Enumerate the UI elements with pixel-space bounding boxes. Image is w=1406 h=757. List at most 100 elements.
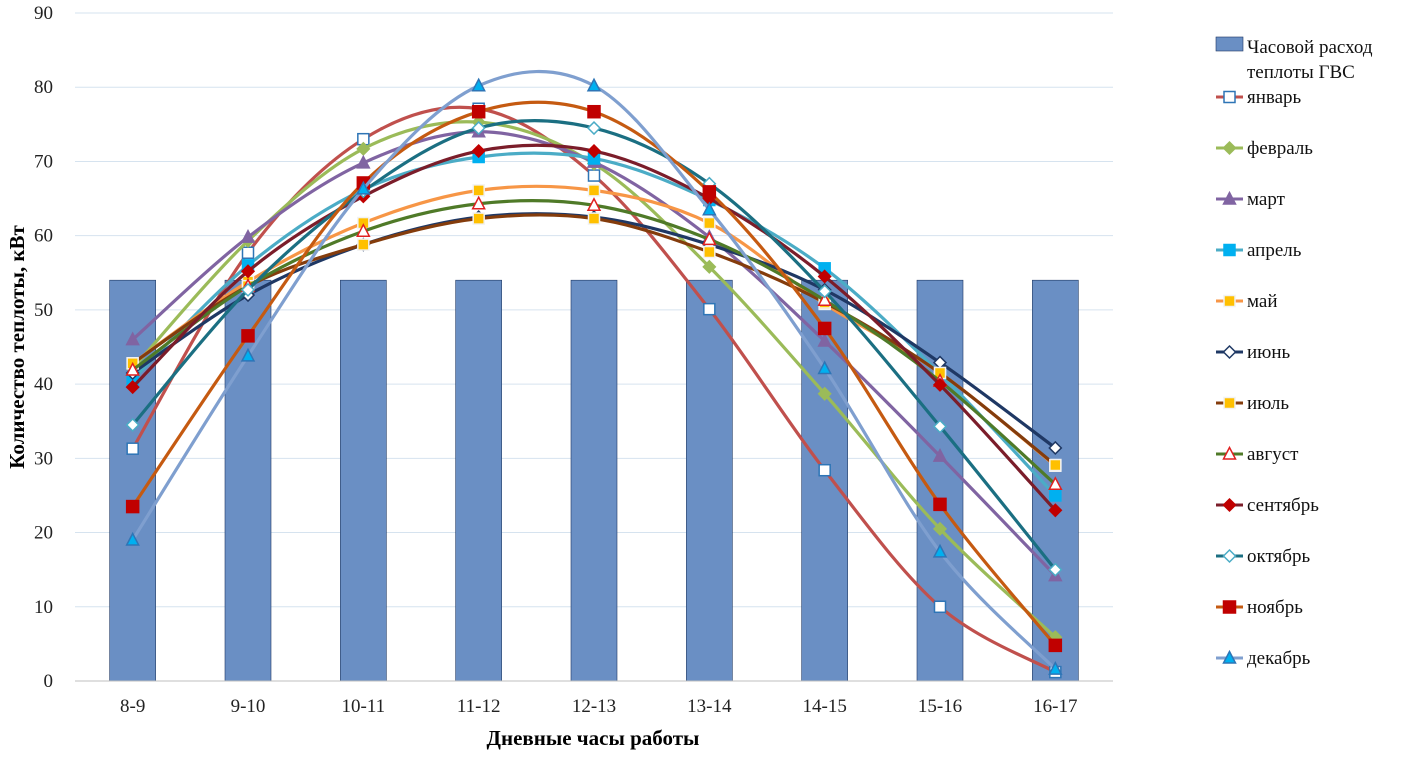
data-point	[702, 231, 717, 246]
y-tick-label: 70	[34, 151, 53, 172]
legend-label: февраль	[1247, 138, 1313, 159]
legend-label: декабрь	[1247, 648, 1311, 669]
data-point	[702, 201, 717, 216]
data-point	[586, 143, 602, 159]
x-tick-label: 16-17	[1033, 696, 1077, 717]
bar	[340, 279, 387, 682]
data-point	[471, 120, 486, 136]
data-point	[817, 332, 832, 347]
data-point	[817, 360, 832, 375]
y-tick-label: 10	[34, 597, 53, 618]
data-point	[125, 380, 140, 395]
data-point	[818, 463, 831, 477]
data-point	[1048, 562, 1063, 577]
legend-marker	[1222, 445, 1237, 460]
y-axis-title: Количество теплоты, кВт	[5, 224, 29, 468]
x-tick-label: 10-11	[342, 696, 386, 717]
data-point	[586, 120, 602, 136]
data-point	[932, 419, 948, 434]
data-point	[703, 302, 716, 316]
legend-label: июнь	[1247, 342, 1291, 363]
legend-marker	[1222, 600, 1237, 614]
data-point	[932, 521, 948, 536]
legend-label: март	[1247, 189, 1286, 210]
legend-label: Часовой расход	[1247, 37, 1373, 58]
legend-marker	[1222, 190, 1237, 205]
data-point	[356, 154, 371, 169]
data-point	[817, 386, 832, 401]
data-point	[933, 600, 947, 614]
data-point	[125, 531, 140, 546]
y-tick-label: 50	[34, 300, 53, 321]
legend-marker	[1222, 497, 1237, 513]
data-point	[1048, 476, 1063, 491]
legend-marker	[1223, 396, 1236, 410]
data-point	[817, 269, 832, 284]
data-point	[1049, 458, 1062, 472]
bar	[686, 279, 733, 682]
x-tick-label: 8-9	[120, 696, 145, 717]
x-tick-label: 14-15	[803, 696, 847, 717]
legend-marker	[1222, 344, 1237, 360]
series-8	[125, 143, 1063, 518]
data-point	[702, 259, 717, 274]
data-point	[472, 212, 485, 225]
data-point	[932, 543, 948, 558]
data-point	[240, 347, 256, 362]
legend: Часовой расход теплоты ГВС январь февраль ма…	[1215, 36, 1373, 669]
data-point	[240, 264, 256, 279]
legend-marker	[1223, 243, 1236, 257]
line-series	[125, 69, 1063, 679]
data-point	[126, 442, 139, 455]
bar	[455, 279, 502, 682]
legend-marker	[1222, 548, 1237, 564]
data-point	[471, 104, 486, 119]
data-point	[586, 197, 602, 211]
data-point	[1049, 489, 1062, 502]
data-point	[241, 329, 255, 343]
legend-label: январь	[1247, 87, 1302, 108]
data-point	[586, 77, 602, 92]
legend-marker	[1222, 140, 1237, 156]
data-point	[817, 292, 832, 306]
data-point	[240, 282, 256, 297]
data-point	[357, 238, 370, 251]
legend-marker	[1222, 649, 1237, 664]
legend-label: июль	[1247, 393, 1289, 414]
axes: 0 10 20 30 40 50 60 70 80 90 8-9 9-10 10-11 11-12 12-1…	[34, 3, 1113, 717]
data-point	[125, 331, 140, 346]
y-tick-label: 40	[34, 374, 53, 395]
legend-label: апрель	[1247, 240, 1302, 261]
data-point	[471, 77, 486, 92]
data-point	[587, 104, 601, 119]
legend-label: ноябрь	[1247, 597, 1303, 618]
data-point	[587, 169, 601, 182]
legend-marker	[1223, 90, 1236, 104]
data-point	[817, 284, 832, 299]
data-point	[703, 245, 716, 259]
data-point	[240, 229, 256, 243]
bar	[570, 279, 618, 682]
data-point	[356, 223, 371, 237]
data-point	[356, 180, 371, 195]
x-tick-label: 15-16	[918, 696, 962, 717]
data-point	[587, 184, 601, 197]
data-point	[241, 246, 255, 259]
x-tick-label: 11-12	[457, 696, 501, 717]
x-tick-label: 13-14	[687, 696, 732, 717]
x-axis-title: Дневные часы работы	[487, 726, 700, 750]
data-point	[933, 497, 947, 512]
data-point	[932, 377, 948, 392]
data-point	[471, 195, 486, 210]
series-10	[125, 100, 1063, 653]
data-point	[1048, 638, 1063, 653]
y-tick-label: 90	[34, 3, 53, 24]
data-point	[1048, 661, 1063, 675]
x-tick-label: 12-13	[572, 696, 616, 717]
data-point	[125, 499, 140, 514]
data-point	[1048, 440, 1063, 456]
data-point	[125, 417, 140, 432]
data-point	[125, 361, 140, 376]
y-tick-label: 0	[44, 671, 54, 692]
